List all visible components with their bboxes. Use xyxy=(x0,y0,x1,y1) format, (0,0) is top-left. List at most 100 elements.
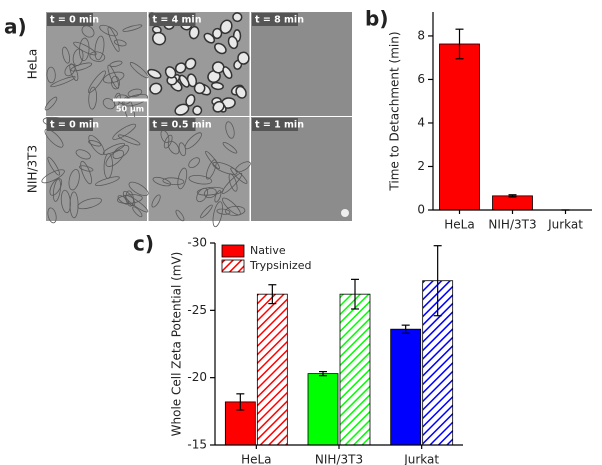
row-label: NIH/3T3 xyxy=(26,145,40,193)
cell xyxy=(149,82,163,95)
cell xyxy=(41,169,65,184)
frame-label-bg xyxy=(47,118,93,131)
bar xyxy=(256,293,288,446)
cell xyxy=(214,42,227,55)
x-tick-label: NIH/3T3 xyxy=(315,453,363,465)
error-bar xyxy=(236,393,245,411)
cell xyxy=(163,134,173,149)
frame-label: t = 0 min xyxy=(50,120,99,131)
x-tick-label: HeLa xyxy=(241,453,271,465)
cell xyxy=(89,51,106,62)
cell xyxy=(151,31,167,46)
cell xyxy=(214,190,222,203)
frame-label: t = 0 min xyxy=(50,15,99,26)
error-bar xyxy=(268,284,277,305)
micrograph-bg xyxy=(251,12,352,116)
cell xyxy=(117,134,141,146)
cell xyxy=(235,85,247,99)
legend-swatch xyxy=(221,244,245,258)
cell xyxy=(107,26,120,52)
cell xyxy=(121,93,148,107)
cell xyxy=(102,142,126,155)
cell xyxy=(75,149,91,160)
cell xyxy=(117,195,130,205)
cell xyxy=(117,194,143,204)
cell xyxy=(203,32,216,44)
debris xyxy=(341,209,349,217)
cell xyxy=(221,172,243,194)
cell xyxy=(127,88,143,98)
cell xyxy=(222,142,238,154)
cell xyxy=(212,100,225,113)
cell xyxy=(69,63,79,81)
cell xyxy=(105,149,124,167)
micrograph-bg xyxy=(251,117,352,221)
micrograph: t = 0.5 min xyxy=(148,117,251,228)
cell xyxy=(205,150,220,170)
error-bar xyxy=(401,324,410,334)
cell xyxy=(175,209,185,222)
cell xyxy=(99,24,118,37)
cell xyxy=(49,178,63,196)
cell xyxy=(112,144,130,159)
cell xyxy=(222,66,233,80)
cell xyxy=(79,37,90,62)
cell xyxy=(88,140,102,147)
cell xyxy=(50,76,76,88)
cell xyxy=(47,207,57,224)
cell xyxy=(109,60,123,67)
bar xyxy=(439,43,480,211)
cell xyxy=(212,201,223,228)
cell xyxy=(60,189,71,214)
micrograph: t = 1 min xyxy=(251,117,352,221)
cell xyxy=(216,208,231,215)
legend-swatch xyxy=(221,259,245,273)
cell xyxy=(188,175,213,185)
error-bar xyxy=(455,28,464,60)
micrograph: t = 0 min xyxy=(44,12,149,124)
cell xyxy=(237,51,250,65)
y-tick-label: 0 xyxy=(417,203,425,217)
y-tick-label: 2 xyxy=(417,159,425,173)
x-tick-label: Jurkat xyxy=(403,453,439,465)
cell xyxy=(112,123,137,140)
error-bar xyxy=(319,371,327,377)
cell xyxy=(188,25,200,40)
cell xyxy=(207,69,221,84)
cell xyxy=(184,57,197,70)
bar xyxy=(492,195,533,211)
cell xyxy=(70,62,93,72)
cell xyxy=(177,167,188,190)
cell xyxy=(64,63,76,77)
bar xyxy=(390,328,422,446)
cell xyxy=(88,134,105,156)
frame-label-bg xyxy=(47,13,93,26)
cell xyxy=(203,188,217,199)
cell xyxy=(219,19,233,35)
bar xyxy=(339,293,371,446)
x-tick-label: Jurkat xyxy=(547,218,583,232)
frame-label: t = 0.5 min xyxy=(153,120,212,131)
frame-label: t = 8 min xyxy=(255,15,304,26)
x-tick-label: HeLa xyxy=(444,218,474,232)
cell xyxy=(102,71,125,84)
frame-label-bg xyxy=(149,118,196,131)
cell xyxy=(81,25,95,38)
cell xyxy=(88,86,98,110)
y-tick-label: -30 xyxy=(187,236,207,250)
cell xyxy=(47,156,61,176)
cell xyxy=(68,169,80,191)
cell xyxy=(113,39,127,47)
cell xyxy=(188,157,201,169)
cell xyxy=(193,82,206,95)
cell xyxy=(232,12,243,23)
cell xyxy=(102,98,116,110)
y-tick-label: -15 xyxy=(187,438,207,452)
bar xyxy=(307,373,339,446)
cell xyxy=(147,68,162,79)
cell xyxy=(52,178,61,202)
cell xyxy=(174,103,190,116)
cell xyxy=(94,35,105,61)
